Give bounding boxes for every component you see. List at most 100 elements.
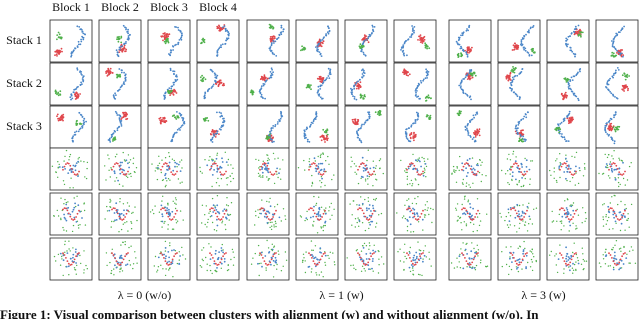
point [424, 216, 425, 217]
point [412, 274, 413, 275]
point [231, 202, 232, 203]
point [569, 171, 571, 173]
point [411, 210, 413, 212]
point [524, 248, 525, 249]
point [580, 36, 582, 38]
point [83, 272, 84, 273]
point [621, 214, 623, 216]
point [357, 252, 359, 254]
point [409, 134, 411, 136]
point [79, 255, 80, 256]
point [317, 45, 319, 47]
point [74, 197, 75, 198]
thumbnail [498, 106, 540, 148]
point [423, 158, 424, 159]
point [550, 175, 551, 176]
point [62, 120, 64, 122]
point [68, 241, 69, 242]
point [163, 208, 165, 210]
point [512, 153, 513, 154]
point [606, 133, 608, 135]
point [263, 161, 264, 162]
point [533, 209, 534, 210]
point [615, 70, 617, 72]
point [399, 249, 400, 250]
point [363, 247, 365, 249]
point [217, 178, 218, 179]
point [218, 25, 220, 27]
point [206, 205, 207, 206]
point [372, 207, 374, 209]
point [468, 26, 470, 28]
point [353, 268, 354, 269]
point [111, 226, 112, 227]
point [472, 138, 474, 140]
caption: Figure 1: Visual comparison between clus… [0, 307, 539, 319]
point [317, 168, 319, 170]
point [222, 216, 224, 218]
point [113, 268, 114, 269]
point [286, 260, 287, 261]
point [76, 25, 78, 27]
point [570, 205, 572, 207]
point [127, 29, 129, 31]
point [266, 216, 268, 218]
point [321, 139, 323, 141]
point [569, 265, 571, 267]
point [485, 266, 486, 267]
point [285, 251, 286, 252]
point [164, 35, 166, 37]
point [616, 240, 617, 241]
point [481, 162, 482, 163]
point [122, 242, 123, 243]
point [123, 83, 125, 85]
point [302, 262, 303, 263]
point [373, 210, 375, 212]
point [468, 132, 470, 134]
point [611, 170, 613, 172]
point [79, 129, 81, 131]
point [559, 153, 560, 154]
point [124, 216, 126, 218]
point [131, 213, 132, 214]
point [571, 33, 573, 35]
group-label: λ = 3 (w) [521, 288, 565, 302]
thumbnail [449, 148, 491, 190]
point [613, 247, 614, 248]
point [165, 258, 167, 260]
thumbnail [50, 193, 92, 235]
point [323, 80, 325, 82]
point [562, 136, 564, 138]
point [470, 207, 472, 209]
point [67, 207, 69, 209]
point [200, 76, 202, 78]
point [413, 133, 415, 135]
point [407, 178, 408, 179]
point [621, 88, 623, 90]
point [361, 142, 363, 144]
point [462, 242, 463, 243]
point [375, 168, 376, 169]
point [413, 165, 415, 167]
point [611, 163, 613, 165]
point [454, 267, 455, 268]
point [204, 159, 205, 160]
point [424, 36, 426, 38]
point [123, 25, 125, 27]
point [412, 30, 414, 32]
point [575, 26, 577, 28]
point [175, 219, 176, 220]
point [219, 171, 221, 173]
point [554, 167, 555, 168]
point [179, 251, 180, 252]
point [63, 275, 64, 276]
point [69, 169, 71, 171]
point [207, 270, 208, 271]
point [568, 256, 570, 258]
point [529, 218, 530, 219]
point [274, 126, 276, 128]
point [305, 129, 307, 131]
point [466, 225, 467, 226]
thumbnail-frame [345, 63, 387, 105]
point [115, 94, 117, 96]
